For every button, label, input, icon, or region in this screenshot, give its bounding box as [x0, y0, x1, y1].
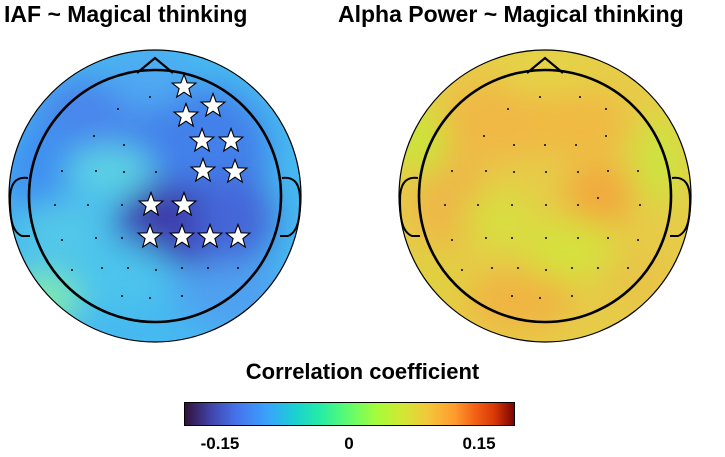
left-heatmap: [9, 50, 301, 342]
colorbar-tick-max: 0.15: [462, 434, 496, 453]
significance-star-icon: [221, 157, 249, 184]
significance-star-icon: [137, 190, 165, 217]
significance-star-icon: [136, 222, 164, 249]
topoplots: [8, 49, 692, 343]
right-heatmap: [399, 50, 691, 342]
left-map-title: IAF ~ Magical thinking: [4, 1, 248, 27]
left-ear-right-icon: [280, 176, 302, 237]
right-ear-left-icon: [398, 176, 420, 237]
colorbar-title: Correlation coefficient: [245, 359, 480, 384]
colorbar-tick-zero: 0: [344, 434, 354, 453]
left-topoplot: [8, 49, 302, 343]
right-nose-icon: [526, 56, 564, 74]
left-head-outline: [27, 68, 283, 324]
right-electrodes: [444, 96, 641, 299]
right-topoplot: [398, 49, 692, 343]
left-ear-left-icon: [8, 176, 30, 237]
right-ear-right-icon: [670, 176, 692, 237]
left-electrodes: [54, 96, 239, 299]
significance-stars: [136, 72, 252, 249]
significance-star-icon: [196, 222, 224, 249]
left-map-boundary: [8, 49, 302, 343]
significance-star-icon: [224, 222, 252, 249]
colorbar-tick-min: -0.15: [200, 434, 240, 453]
significance-star-icon: [170, 190, 198, 217]
significance-star-icon: [172, 101, 200, 128]
colorbar: [184, 402, 515, 426]
right-map-boundary: [398, 49, 692, 343]
significance-star-icon: [188, 126, 216, 153]
significance-star-icon: [168, 222, 196, 249]
right-map-title: Alpha Power ~ Magical thinking: [338, 1, 684, 27]
left-nose-icon: [136, 56, 174, 74]
significance-star-icon: [170, 72, 198, 99]
significance-star-icon: [217, 126, 245, 153]
right-head-outline: [417, 68, 673, 324]
significance-star-icon: [189, 156, 217, 183]
significance-star-icon: [199, 91, 227, 118]
